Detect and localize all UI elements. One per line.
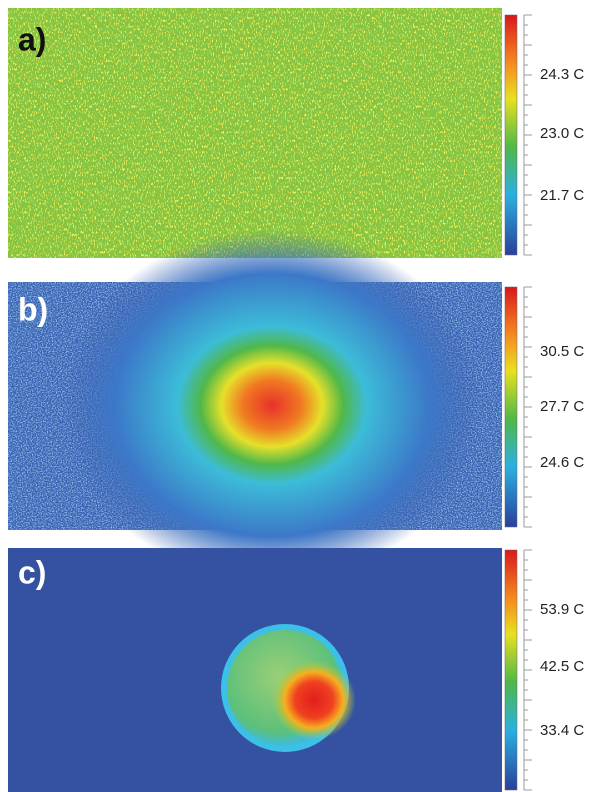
thermal-noise (8, 8, 502, 258)
scale-label: 27.7 C (540, 398, 584, 415)
scale-label: 24.3 C (540, 66, 584, 83)
scale-label: 42.5 C (540, 658, 584, 675)
scale-label: 24.6 C (540, 454, 584, 471)
panel-label: a) (18, 21, 46, 57)
color-bar (504, 14, 518, 256)
color-bar (504, 549, 518, 791)
panel-label: b) (18, 291, 48, 327)
hot-spot (62, 230, 482, 580)
scale-label: 23.0 C (540, 125, 584, 142)
panel-label: c) (18, 554, 46, 590)
scale-label: 33.4 C (540, 722, 584, 739)
scale-label: 53.9 C (540, 601, 584, 618)
color-bar (504, 286, 518, 528)
scale-label: 30.5 C (540, 343, 584, 360)
hot-spot (272, 660, 356, 740)
scale-label: 21.7 C (540, 187, 584, 204)
